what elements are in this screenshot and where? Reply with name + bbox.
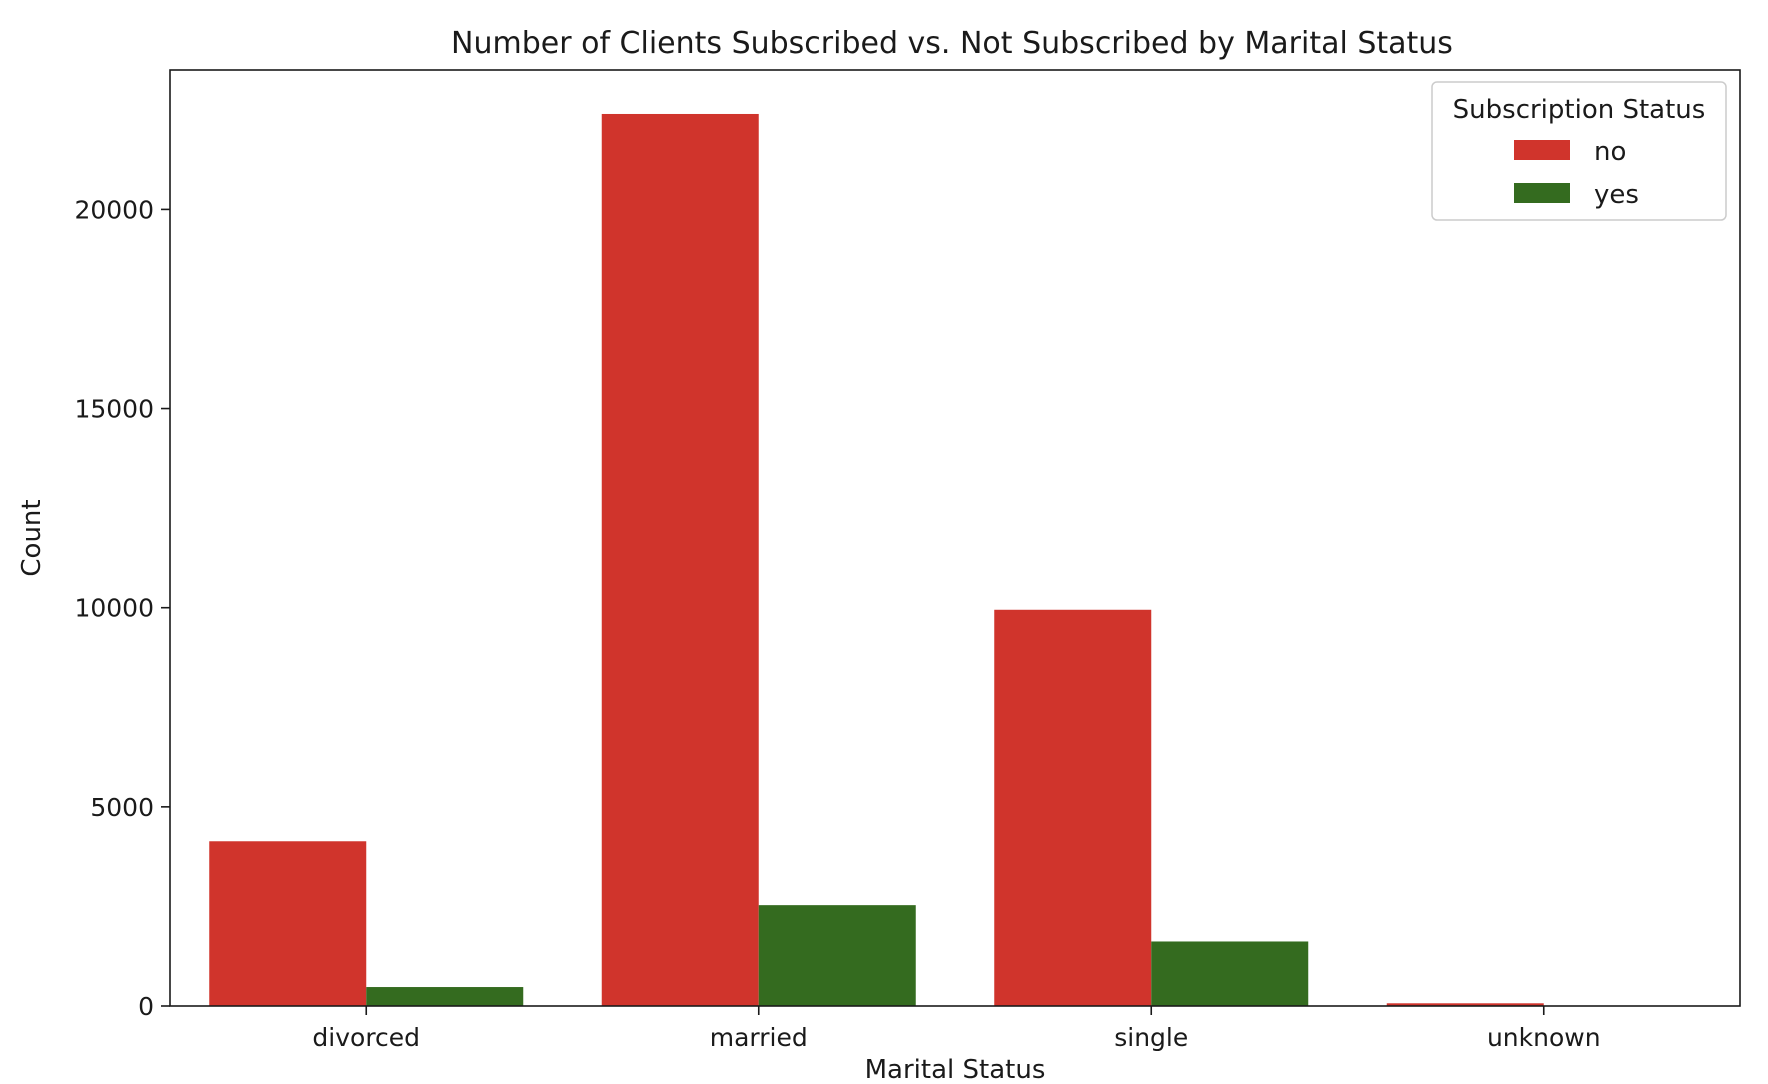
legend-title: Subscription Status [1453, 95, 1706, 125]
chart-title: Number of Clients Subscribed vs. Not Sub… [451, 26, 1453, 61]
bar-single-yes [1151, 941, 1309, 1006]
x-tick-label: single [1114, 1023, 1188, 1052]
x-tick-label: divorced [312, 1023, 420, 1052]
legend-label-no: no [1594, 137, 1626, 167]
bar-divorced-no [209, 841, 367, 1006]
bars-group [209, 113, 1701, 1006]
legend-swatch-yes [1514, 183, 1570, 203]
bar-married-no [601, 113, 759, 1006]
y-tick-label: 20000 [74, 195, 154, 224]
legend: Subscription Status no yes [1431, 81, 1727, 221]
y-axis-label: Count [17, 499, 47, 576]
plot-area-frame [169, 69, 1741, 1007]
x-axis-label: Marital Status [865, 1055, 1046, 1084]
bar-unknown-no [1386, 1003, 1544, 1006]
bar-married-yes [758, 905, 916, 1006]
y-tick-label: 5000 [90, 793, 154, 822]
y-axis-ticks: 0 5000 10000 15000 20000 [74, 195, 170, 1021]
y-tick-label: 10000 [74, 594, 154, 623]
bar-divorced-yes [366, 987, 524, 1006]
legend-label-yes: yes [1594, 180, 1639, 210]
y-tick-label: 0 [138, 992, 154, 1021]
x-tick-label: unknown [1487, 1023, 1601, 1052]
legend-box [1431, 81, 1727, 221]
x-tick-label: married [710, 1023, 808, 1052]
legend-swatch-no [1514, 140, 1570, 160]
bar-single-no [994, 609, 1152, 1006]
y-tick-label: 15000 [74, 395, 154, 424]
legend-items: no yes [1514, 137, 1639, 210]
x-axis-ticks: divorced married single unknown [312, 1006, 1601, 1052]
